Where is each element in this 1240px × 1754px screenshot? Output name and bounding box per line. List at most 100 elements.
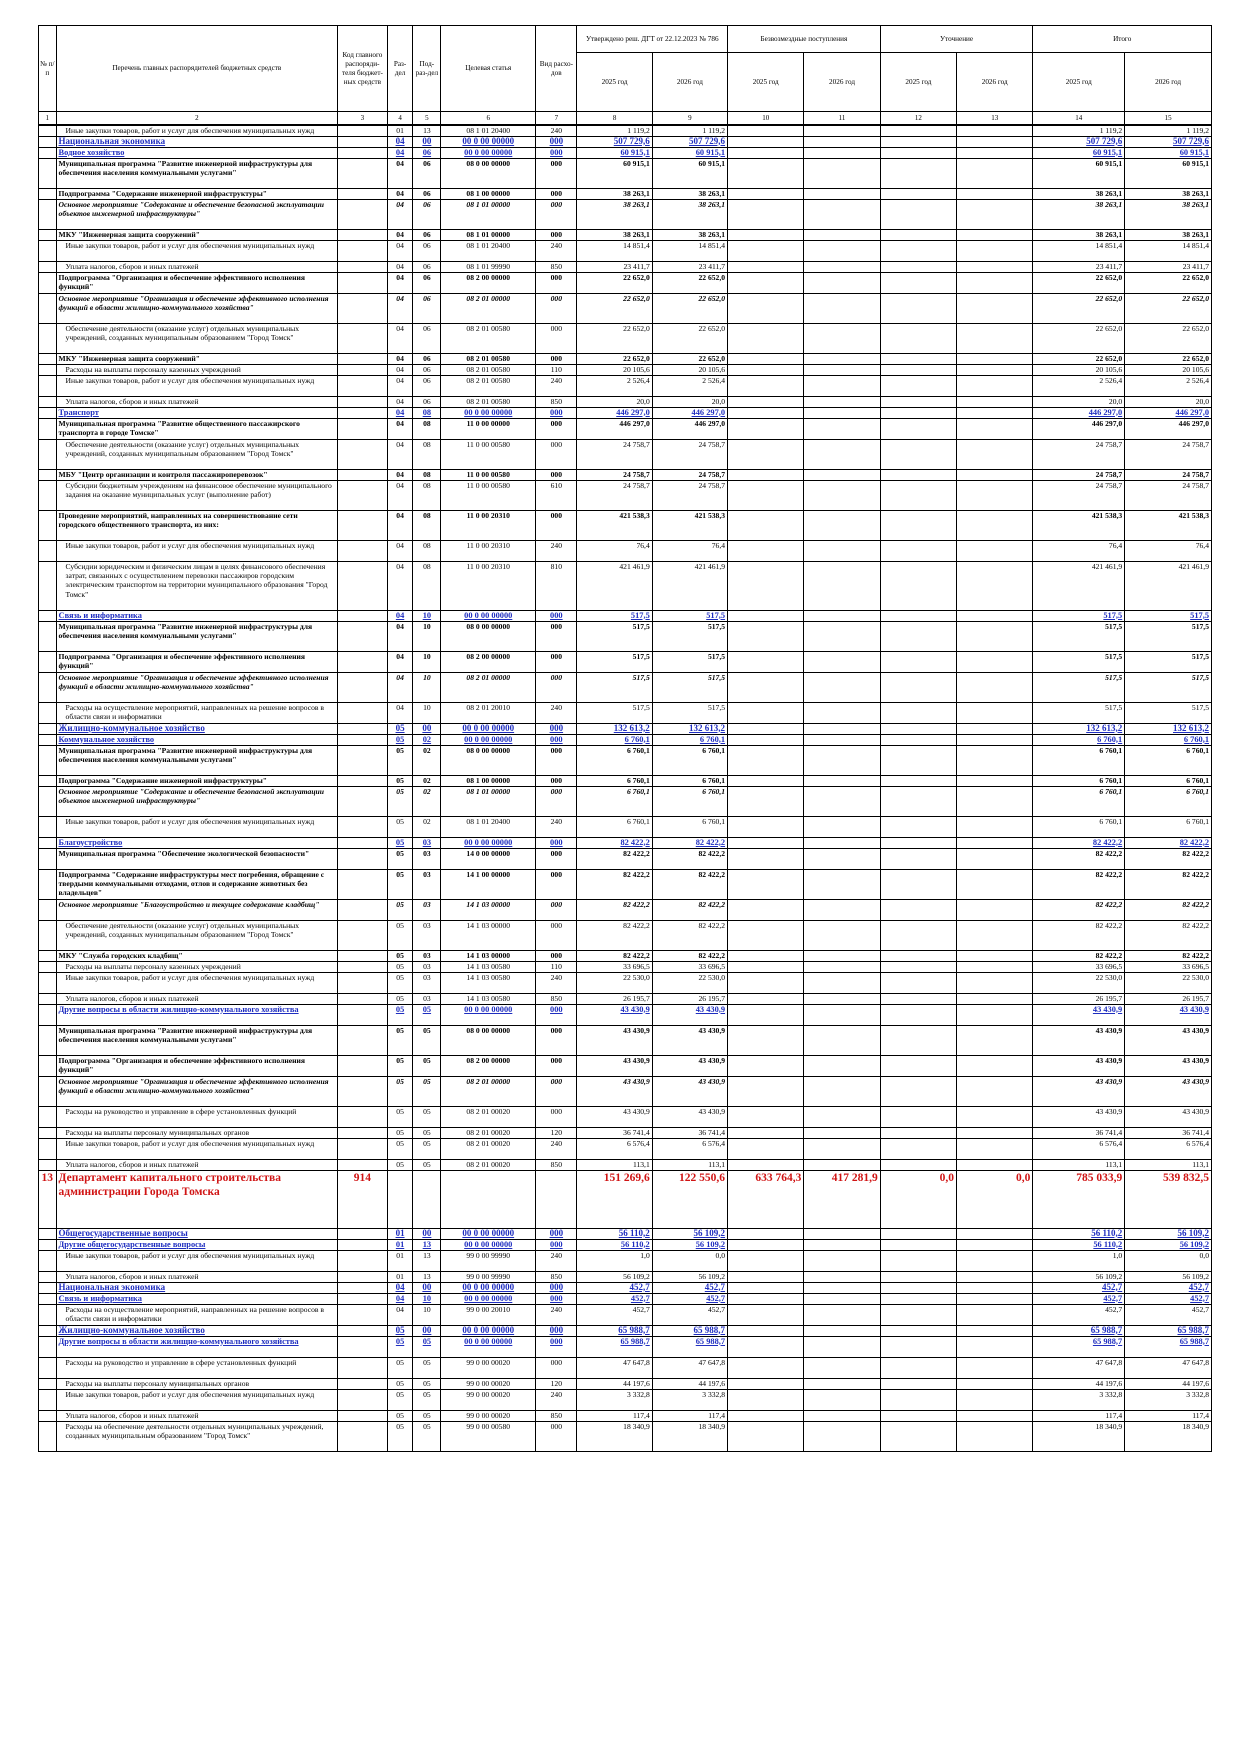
clarification-2026 bbox=[956, 847, 1034, 870]
row-name: Жилищно-коммунальное хозяйство bbox=[55, 1324, 339, 1337]
gratuitous-2026 bbox=[803, 135, 881, 148]
row-name: Обеспечение деятельности (оказание услуг… bbox=[55, 438, 339, 470]
manager-code bbox=[337, 374, 388, 397]
clarification-2025 bbox=[879, 949, 958, 962]
approved-2026: 452,7 bbox=[651, 1292, 729, 1305]
header-num: № п/п bbox=[38, 25, 57, 112]
gratuitous-2026 bbox=[803, 187, 881, 200]
row-index bbox=[38, 352, 57, 365]
clarification-2025 bbox=[879, 1324, 958, 1337]
expense-type-cell: 000 bbox=[535, 1238, 578, 1251]
column-number-cell: 1 bbox=[38, 111, 57, 126]
podrazdel-cell: 02 bbox=[412, 733, 442, 746]
row-name: Расходы на выплаты персоналу муниципальн… bbox=[55, 1126, 339, 1139]
razdel-cell: 05 bbox=[386, 1105, 414, 1128]
approved-2026: 43 430,9 bbox=[651, 1075, 729, 1107]
approved-2025: 132 613,2 bbox=[576, 722, 653, 735]
manager-code bbox=[337, 228, 388, 241]
total-2026: 22 652,0 bbox=[1124, 292, 1212, 324]
podrazdel-cell: 05 bbox=[412, 1105, 442, 1128]
clarification-2025 bbox=[879, 124, 958, 137]
target-article-cell: 11 0 00 00580 bbox=[440, 479, 537, 511]
total-2026: 113,1 bbox=[1124, 1158, 1212, 1171]
manager-code bbox=[337, 815, 388, 838]
approved-2025: 44 197,6 bbox=[576, 1377, 653, 1390]
header-total: Итого bbox=[1032, 25, 1212, 53]
podrazdel-cell: 00 bbox=[412, 135, 442, 148]
clarification-2025 bbox=[879, 1227, 958, 1240]
total-2025: 38 263,1 bbox=[1032, 187, 1126, 200]
approved-2026: 82 422,2 bbox=[651, 868, 729, 900]
podrazdel-cell: 08 bbox=[412, 417, 442, 440]
approved-2026: 22 652,0 bbox=[651, 352, 729, 365]
table-row: Основное мероприятие "Организация и обес… bbox=[38, 292, 1212, 324]
clarification-2026 bbox=[956, 836, 1034, 849]
expense-type-cell: 000 bbox=[535, 650, 578, 673]
total-2026: 539 832,5 bbox=[1124, 1169, 1212, 1229]
total-2026: 20,0 bbox=[1124, 395, 1212, 408]
gratuitous-2026 bbox=[803, 1137, 881, 1160]
approved-2026: 65 988,7 bbox=[651, 1335, 729, 1358]
approved-2026: 6 760,1 bbox=[651, 774, 729, 787]
clarification-2026 bbox=[956, 1137, 1034, 1160]
razdel-cell: 05 bbox=[386, 836, 414, 849]
row-index bbox=[38, 650, 57, 673]
approved-2026: 517,5 bbox=[651, 650, 729, 673]
manager-code bbox=[337, 135, 388, 148]
clarification-2026 bbox=[956, 1105, 1034, 1128]
clarification-2026 bbox=[956, 650, 1034, 673]
target-article-cell: 08 1 00 00000 bbox=[440, 774, 537, 787]
manager-code bbox=[337, 733, 388, 746]
target-article-cell: 08 2 01 00020 bbox=[440, 1137, 537, 1160]
gratuitous-2025 bbox=[727, 1024, 805, 1056]
clarification-2025 bbox=[879, 722, 958, 735]
row-index bbox=[38, 1003, 57, 1026]
expense-type-cell: 240 bbox=[535, 1303, 578, 1326]
table-row: Расходы на выплаты персоналу казенных уч… bbox=[38, 960, 1212, 973]
podrazdel-cell: 00 bbox=[412, 722, 442, 735]
row-name: Уплата налогов, сборов и иных платежей bbox=[55, 395, 339, 408]
total-2026: 22 652,0 bbox=[1124, 271, 1212, 294]
approved-2025: 507 729,6 bbox=[576, 135, 653, 148]
gratuitous-2026 bbox=[803, 509, 881, 541]
total-2026: 132 613,2 bbox=[1124, 722, 1212, 735]
podrazdel-cell: 05 bbox=[412, 1388, 442, 1411]
clarification-2025 bbox=[879, 1356, 958, 1379]
table-row: Муниципальная программа "Развитие инжене… bbox=[38, 744, 1212, 776]
row-name: Расходы на осуществление мероприятий, на… bbox=[55, 1303, 339, 1326]
total-2026: 22 652,0 bbox=[1124, 352, 1212, 365]
gratuitous-2025 bbox=[727, 352, 805, 365]
total-2025: 6 576,4 bbox=[1032, 1137, 1126, 1160]
gratuitous-2026 bbox=[803, 1024, 881, 1056]
total-2025: 517,5 bbox=[1032, 609, 1126, 622]
expense-type-cell: 240 bbox=[535, 124, 578, 137]
clarification-2025 bbox=[879, 919, 958, 951]
gratuitous-2025 bbox=[727, 898, 805, 921]
approved-2025: 22 530,0 bbox=[576, 971, 653, 994]
gratuitous-2026 bbox=[803, 228, 881, 241]
approved-2025: 2 526,4 bbox=[576, 374, 653, 397]
approved-2026: 33 696,5 bbox=[651, 960, 729, 973]
podrazdel-cell: 06 bbox=[412, 395, 442, 408]
podrazdel-cell: 10 bbox=[412, 650, 442, 673]
row-index bbox=[38, 815, 57, 838]
column-number-cell: 11 bbox=[803, 111, 881, 126]
row-name: Муниципальная программа "Развитие инжене… bbox=[55, 744, 339, 776]
gratuitous-2025 bbox=[727, 1003, 805, 1026]
razdel-cell: 04 bbox=[386, 239, 414, 262]
clarification-2025 bbox=[879, 135, 958, 148]
clarification-2026 bbox=[956, 1075, 1034, 1107]
row-index bbox=[38, 292, 57, 324]
table-row: Другие вопросы в области жилищно-коммуна… bbox=[38, 1003, 1212, 1026]
total-2025: 82 422,2 bbox=[1032, 898, 1126, 921]
gratuitous-2025 bbox=[727, 187, 805, 200]
row-index bbox=[38, 509, 57, 541]
gratuitous-2025 bbox=[727, 836, 805, 849]
row-name: Расходы на руководство и управление в сф… bbox=[55, 1356, 339, 1379]
total-2025: 421 538,3 bbox=[1032, 509, 1126, 541]
target-article-cell: 11 0 00 00580 bbox=[440, 438, 537, 470]
expense-type-cell: 000 bbox=[535, 228, 578, 241]
row-name: МКУ "Инженерная защита сооружений" bbox=[55, 228, 339, 241]
clarification-2026 bbox=[956, 1054, 1034, 1077]
clarification-2025 bbox=[879, 815, 958, 838]
